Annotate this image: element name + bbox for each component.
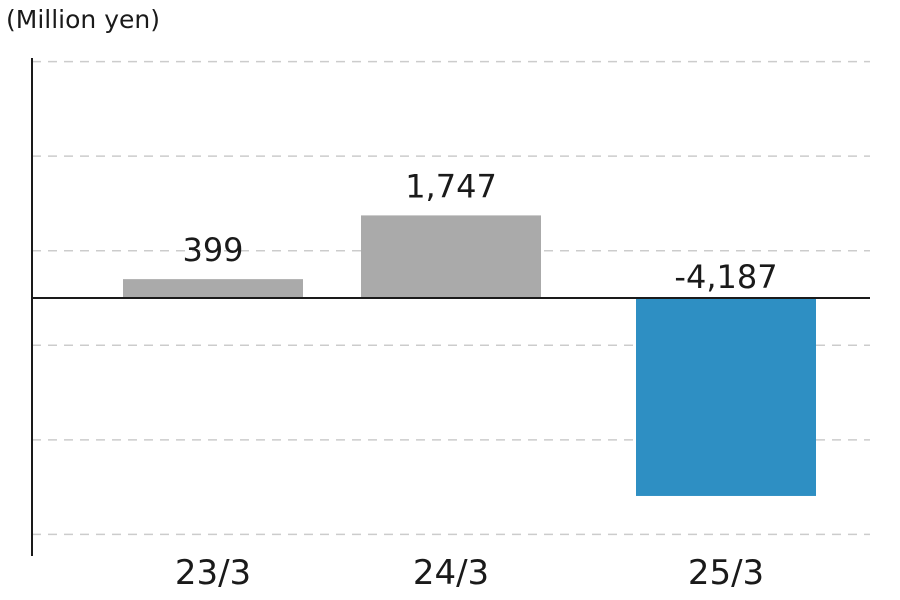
bar-25-3	[636, 298, 816, 496]
x-tick-label: 23/3	[175, 553, 251, 593]
x-tick-label: 25/3	[688, 553, 764, 593]
bar-23-3	[123, 279, 303, 298]
value-labels: 399 1,747 -4,187	[182, 167, 777, 296]
y-axis-unit-label: (Million yen)	[6, 5, 160, 34]
bar-24-3	[361, 215, 541, 298]
value-label: 399	[182, 231, 243, 269]
value-label: 1,747	[405, 167, 497, 205]
bars	[123, 215, 816, 496]
value-label: -4,187	[674, 258, 777, 296]
x-tick-label: 24/3	[413, 553, 489, 593]
x-axis-ticks: 23/3 24/3 25/3	[175, 553, 764, 593]
